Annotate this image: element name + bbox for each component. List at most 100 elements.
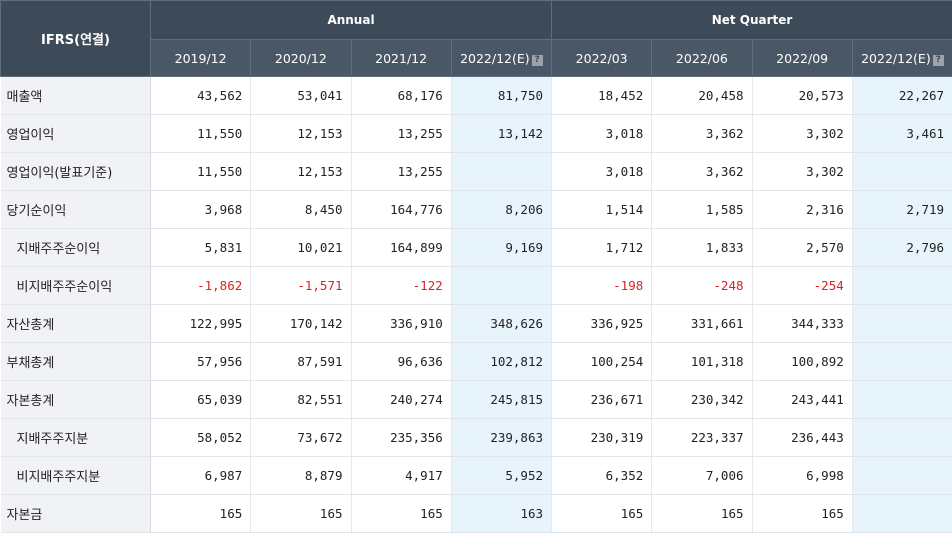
estimate-value-cell bbox=[852, 267, 952, 305]
value-cell: 8,450 bbox=[251, 191, 351, 229]
value-cell: 3,968 bbox=[151, 191, 251, 229]
value-cell: 73,672 bbox=[251, 419, 351, 457]
value-cell: 100,892 bbox=[752, 343, 852, 381]
value-cell: 11,550 bbox=[151, 115, 251, 153]
value-cell: 10,021 bbox=[251, 229, 351, 267]
row-label: 당기순이익 bbox=[1, 191, 151, 229]
estimate-value-cell: 5,952 bbox=[451, 457, 551, 495]
period-header: 2019/12 bbox=[151, 40, 251, 77]
estimate-value-cell: 22,267 bbox=[852, 77, 952, 115]
quarter-group-header: Net Quarter bbox=[552, 1, 952, 40]
value-cell: 235,356 bbox=[351, 419, 451, 457]
value-cell: 3,302 bbox=[752, 115, 852, 153]
value-cell: 1,833 bbox=[652, 229, 752, 267]
row-label: 매출액 bbox=[1, 77, 151, 115]
value-cell: 6,987 bbox=[151, 457, 251, 495]
value-cell: 336,925 bbox=[552, 305, 652, 343]
value-cell: 236,671 bbox=[552, 381, 652, 419]
value-cell: 3,302 bbox=[752, 153, 852, 191]
value-cell: 4,917 bbox=[351, 457, 451, 495]
value-cell: 65,039 bbox=[151, 381, 251, 419]
period-header-estimate: 2022/12(E)? bbox=[852, 40, 952, 77]
value-cell: 1,514 bbox=[552, 191, 652, 229]
value-cell: 6,998 bbox=[752, 457, 852, 495]
estimate-value-cell bbox=[451, 153, 551, 191]
value-cell: 344,333 bbox=[752, 305, 852, 343]
row-label-header: IFRS(연결) bbox=[1, 1, 151, 77]
value-cell: 82,551 bbox=[251, 381, 351, 419]
value-cell: 43,562 bbox=[151, 77, 251, 115]
value-cell: 20,573 bbox=[752, 77, 852, 115]
value-cell: 5,831 bbox=[151, 229, 251, 267]
value-cell: 230,342 bbox=[652, 381, 752, 419]
value-cell: 3,362 bbox=[652, 115, 752, 153]
value-cell: 101,318 bbox=[652, 343, 752, 381]
value-cell: 236,443 bbox=[752, 419, 852, 457]
period-header: 2021/12 bbox=[351, 40, 451, 77]
value-cell: 3,018 bbox=[552, 153, 652, 191]
period-header-estimate: 2022/12(E)? bbox=[451, 40, 551, 77]
table-row: 비지배주주순이익-1,862-1,571-122-198-248-254 bbox=[1, 267, 952, 305]
value-cell: 243,441 bbox=[752, 381, 852, 419]
estimate-help-icon[interactable]: ? bbox=[933, 55, 944, 66]
period-header: 2020/12 bbox=[251, 40, 351, 77]
estimate-value-cell bbox=[852, 343, 952, 381]
period-header: 2022/03 bbox=[552, 40, 652, 77]
value-cell: -248 bbox=[652, 267, 752, 305]
estimate-value-cell bbox=[852, 381, 952, 419]
value-cell: 331,661 bbox=[652, 305, 752, 343]
estimate-value-cell: 239,863 bbox=[451, 419, 551, 457]
estimate-value-cell bbox=[852, 419, 952, 457]
value-cell: 100,254 bbox=[552, 343, 652, 381]
value-cell: 122,995 bbox=[151, 305, 251, 343]
period-header: 2022/09 bbox=[752, 40, 852, 77]
row-label: 비지배주주순이익 bbox=[1, 267, 151, 305]
value-cell: 11,550 bbox=[151, 153, 251, 191]
estimate-value-cell: 3,461 bbox=[852, 115, 952, 153]
value-cell: 87,591 bbox=[251, 343, 351, 381]
estimate-value-cell: 8,206 bbox=[451, 191, 551, 229]
value-cell: 13,255 bbox=[351, 115, 451, 153]
value-cell: 2,316 bbox=[752, 191, 852, 229]
value-cell: 18,452 bbox=[552, 77, 652, 115]
estimate-value-cell bbox=[451, 267, 551, 305]
estimate-value-cell: 13,142 bbox=[451, 115, 551, 153]
value-cell: 336,910 bbox=[351, 305, 451, 343]
value-cell: 1,585 bbox=[652, 191, 752, 229]
row-label: 비지배주주지분 bbox=[1, 457, 151, 495]
row-label: 지배주주지분 bbox=[1, 419, 151, 457]
row-label: 자본총계 bbox=[1, 381, 151, 419]
value-cell: 57,956 bbox=[151, 343, 251, 381]
value-cell: 240,274 bbox=[351, 381, 451, 419]
estimate-value-cell: 348,626 bbox=[451, 305, 551, 343]
value-cell: 53,041 bbox=[251, 77, 351, 115]
estimate-value-cell: 245,815 bbox=[451, 381, 551, 419]
value-cell: 7,006 bbox=[652, 457, 752, 495]
value-cell: -1,571 bbox=[251, 267, 351, 305]
estimate-value-cell: 81,750 bbox=[451, 77, 551, 115]
value-cell: -198 bbox=[552, 267, 652, 305]
estimate-value-cell: 2,796 bbox=[852, 229, 952, 267]
estimate-value-cell: 9,169 bbox=[451, 229, 551, 267]
estimate-value-cell bbox=[852, 305, 952, 343]
period-header: 2022/06 bbox=[652, 40, 752, 77]
estimate-help-icon[interactable]: ? bbox=[532, 55, 543, 66]
value-cell: 2,570 bbox=[752, 229, 852, 267]
row-label: 자산총계 bbox=[1, 305, 151, 343]
value-cell: 170,142 bbox=[251, 305, 351, 343]
estimate-value-cell bbox=[852, 457, 952, 495]
value-cell: 6,352 bbox=[552, 457, 652, 495]
value-cell: -122 bbox=[351, 267, 451, 305]
value-cell: 223,337 bbox=[652, 419, 752, 457]
row-label: 지배주주순이익 bbox=[1, 229, 151, 267]
value-cell: 13,255 bbox=[351, 153, 451, 191]
